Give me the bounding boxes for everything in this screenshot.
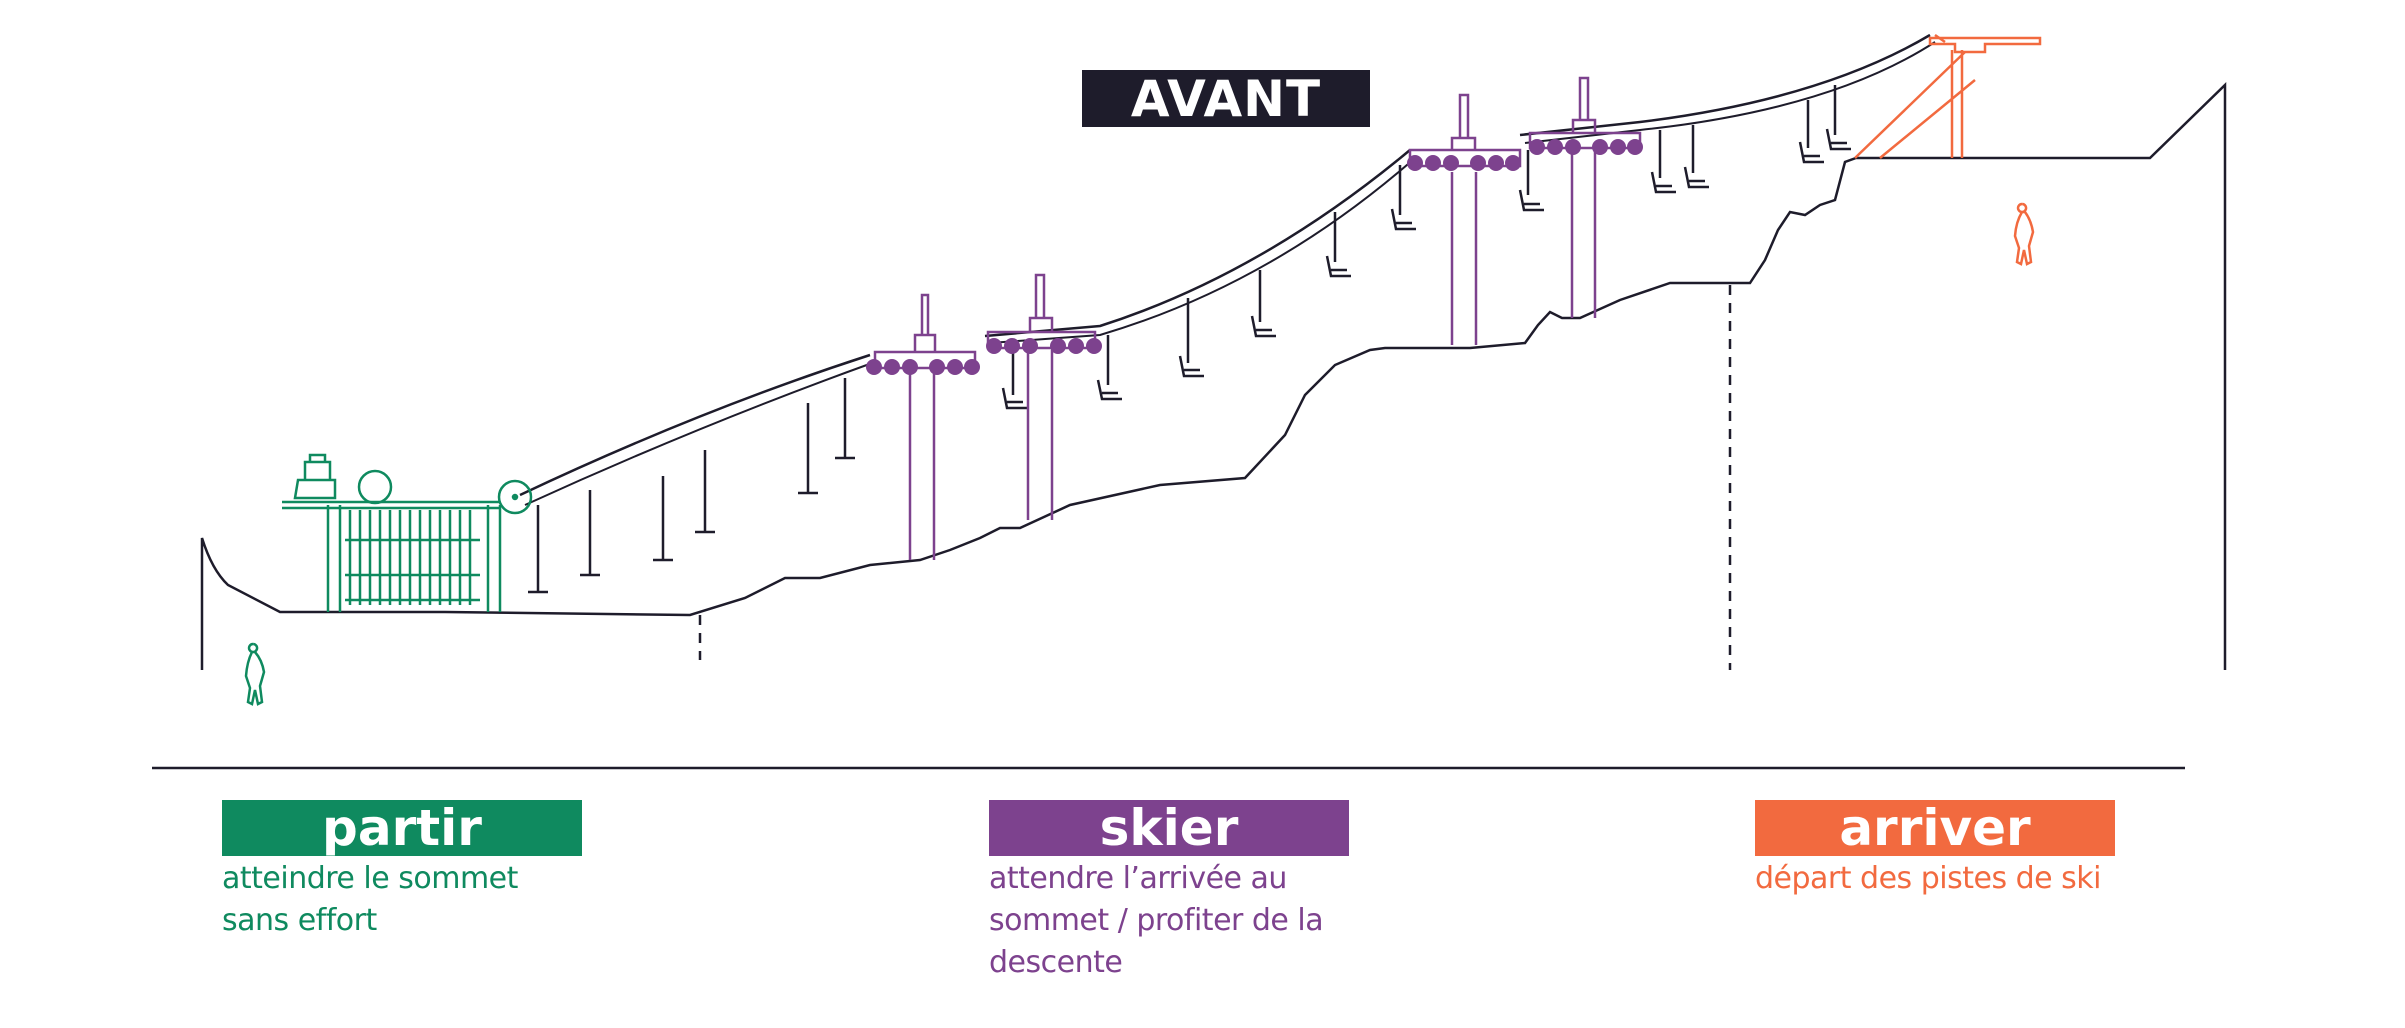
phase-label: arriver: [1839, 799, 2031, 857]
phase-arriver: arriver départ des pistes de ski: [1755, 800, 2115, 900]
skier-figure-icon: [244, 642, 266, 706]
top-station: [1854, 33, 2042, 159]
t-bar-hangers: [528, 378, 855, 594]
phase-label-box: skier: [989, 800, 1349, 856]
phase-label: partir: [322, 799, 482, 857]
pylon-wheels: [866, 139, 1643, 375]
chairlift-chairs: [1001, 85, 1851, 410]
phase-description: atteindre le sommet sans effort: [222, 861, 518, 938]
phase-partir: partir atteindre le sommet sans effort: [222, 800, 582, 942]
title-banner: AVANT: [1082, 69, 1370, 128]
skier-figure-icon: [2013, 202, 2035, 266]
cable-wheel-icon: [497, 479, 533, 515]
cable-upper: [519, 33, 1931, 497]
cable-wheel-icon: [357, 469, 393, 505]
page-title: AVANT: [1130, 69, 1322, 128]
phase-label: skier: [1099, 799, 1239, 857]
cable-lower: [524, 41, 1936, 506]
phase-label-box: arriver: [1755, 800, 2115, 856]
base-station: [282, 453, 533, 612]
phase-skier: skier attendre l’arrivée au sommet / pro…: [989, 800, 1349, 984]
phase-label-box: partir: [222, 800, 582, 856]
phase-description: départ des pistes de ski: [1755, 861, 2102, 896]
mountain-terrain: [200, 82, 2227, 670]
pylons: [873, 76, 1642, 560]
phase-description: attendre l’arrivée au sommet / profiter …: [989, 861, 1324, 980]
